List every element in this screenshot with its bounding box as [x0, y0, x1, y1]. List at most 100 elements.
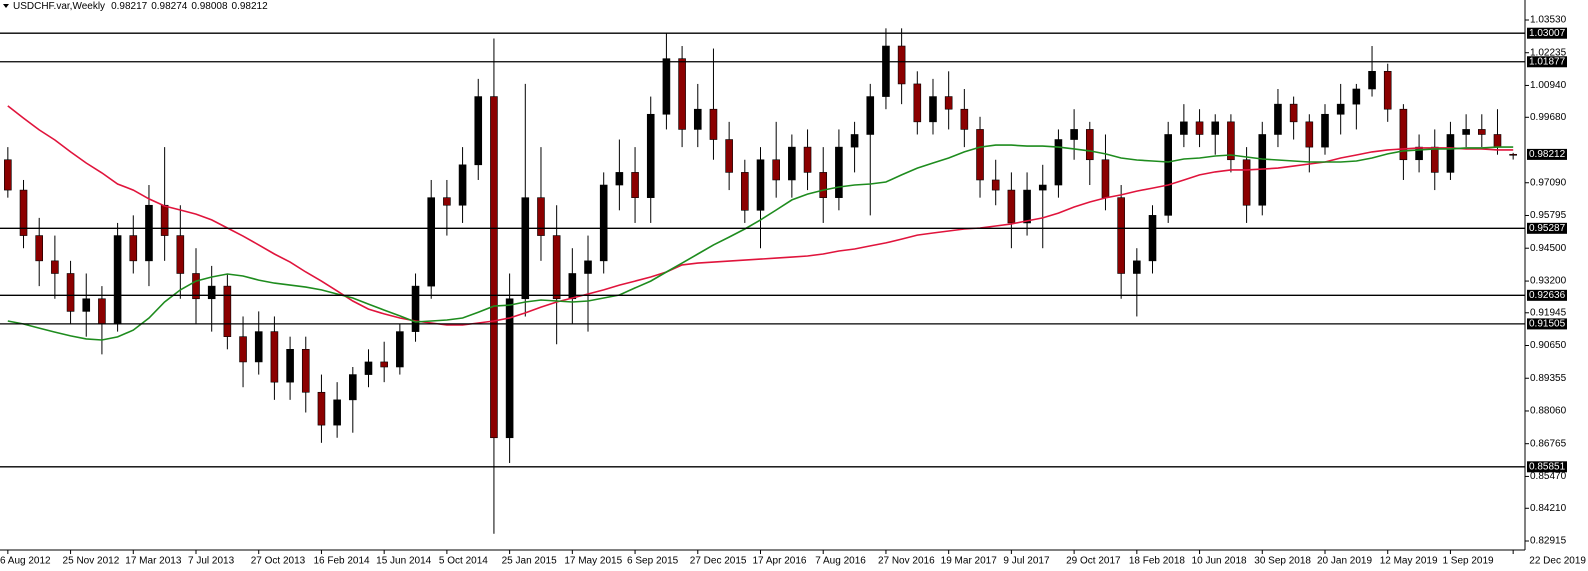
candle-body — [1195, 121, 1204, 135]
x-tick-label: 30 Sep 2018 — [1254, 556, 1311, 567]
candle-body — [1321, 113, 1329, 148]
candle-body — [411, 285, 420, 332]
candle-body — [98, 298, 106, 325]
level-label-box — [1527, 27, 1567, 39]
x-tick-label: 1 Sep 2019 — [1442, 556, 1494, 567]
candle-body — [66, 273, 75, 312]
y-tick-label: 0.94500 — [1530, 243, 1567, 254]
x-tick: 19 Mar 2017 — [941, 550, 998, 567]
candle-body — [207, 285, 216, 300]
candle-body — [1368, 70, 1376, 90]
candle-body — [82, 298, 91, 312]
candle-body — [866, 96, 875, 135]
candle-body — [1477, 129, 1486, 135]
x-tick: 6 Sep 2015 — [627, 550, 679, 567]
chart-header: USDCHF.var,Weekly 0.98217 0.98274 0.98008 0.… — [13, 1, 268, 12]
candle-body — [1085, 129, 1094, 161]
x-tick: 20 Jan 2019 — [1317, 550, 1372, 567]
x-tick-label: 17 Apr 2016 — [753, 556, 807, 567]
candle-body — [897, 45, 906, 85]
candle-body — [960, 108, 969, 130]
x-tick-label: 16 Feb 2014 — [313, 556, 370, 567]
candle-body — [129, 235, 138, 262]
x-tick-label: 15 Jun 2014 — [376, 556, 431, 567]
candle-body — [380, 361, 388, 368]
candle-body — [301, 349, 310, 393]
y-tick-label: 1.03530 — [1530, 15, 1567, 26]
x-tick-label: 7 Aug 2016 — [815, 556, 866, 567]
candle-body — [1007, 189, 1016, 224]
candle-body — [474, 96, 483, 166]
candle-body — [552, 235, 561, 300]
candle-body — [1352, 88, 1361, 105]
x-tick-label: 27 Oct 2013 — [251, 556, 306, 567]
candle-body — [396, 331, 404, 368]
x-tick: 22 Dec 2019 — [1512, 550, 1588, 569]
candle-body — [51, 260, 59, 274]
candle-body — [286, 349, 294, 383]
candle-body — [1336, 103, 1345, 115]
x-tick-label: 7 Jul 2013 — [188, 556, 235, 567]
y-tick-label: 0.93200 — [1530, 276, 1567, 287]
candle-body — [882, 45, 890, 97]
candle-body — [1509, 153, 1517, 156]
candle-body — [537, 197, 545, 236]
y-tick-label: 0.82915 — [1530, 536, 1567, 547]
candle-body — [176, 235, 185, 274]
x-tick-label: 9 Jul 2017 — [1003, 556, 1050, 567]
header-high: 0.98274 — [151, 1, 188, 12]
candle-body — [678, 58, 686, 130]
candle-body — [913, 83, 922, 123]
candle-body — [223, 285, 232, 337]
level-label-box — [1527, 222, 1567, 234]
y-tick-label: 0.99680 — [1530, 112, 1567, 123]
x-tick-label: 17 May 2015 — [564, 556, 622, 567]
candle-body — [443, 197, 451, 206]
candle-body — [317, 391, 326, 426]
y-tick-label: 0.85470 — [1530, 471, 1567, 482]
x-tick: 30 Sep 2018 — [1254, 550, 1311, 567]
last-price-label: 0.98212 — [1529, 149, 1566, 160]
level-label-box — [1527, 56, 1567, 68]
candle-body — [1070, 129, 1078, 140]
x-tick: 25 Jan 2015 — [502, 550, 557, 567]
x-tick-label: 5 Oct 2014 — [439, 556, 488, 567]
candle-body — [521, 197, 530, 300]
level-label: 0.91505 — [1529, 319, 1566, 330]
symbol: USDCHF.var,Weekly — [13, 1, 105, 12]
candle-body — [976, 129, 984, 181]
x-tick: 10 Jun 2018 — [1192, 550, 1247, 567]
candle-body — [929, 96, 937, 123]
candle-body — [584, 260, 592, 274]
candle-body — [819, 172, 828, 198]
candle-body — [333, 399, 341, 426]
x-tick-label: 6 Aug 2012 — [0, 556, 51, 567]
plot-area — [0, 28, 1525, 534]
x-tick: 27 Nov 2016 — [878, 550, 935, 567]
y-tick-label: 0.86765 — [1530, 438, 1567, 449]
candle-body — [646, 113, 655, 198]
candle-body — [788, 146, 796, 181]
candle-body — [709, 108, 718, 140]
x-tick-label: 19 Mar 2017 — [941, 556, 998, 567]
x-tick: 7 Aug 2016 — [815, 550, 866, 567]
x-tick: 12 May 2019 — [1380, 550, 1438, 567]
candle-body — [1430, 146, 1439, 173]
x-tick: 7 Jul 2013 — [188, 550, 235, 567]
level-label: 0.95287 — [1529, 223, 1566, 234]
candle-body — [662, 58, 671, 115]
x-tick-label: 6 Sep 2015 — [627, 556, 679, 567]
candle-body — [1399, 108, 1408, 161]
candle-body — [1305, 121, 1314, 148]
candle-body — [145, 204, 153, 262]
level-label: 1.03007 — [1529, 28, 1566, 39]
y-tick-label: 0.84210 — [1530, 503, 1567, 514]
candle-body — [1148, 215, 1157, 262]
candle-body — [741, 172, 749, 211]
x-tick-label: 29 Oct 2017 — [1066, 556, 1121, 567]
level-label-box — [1527, 289, 1567, 301]
candle-body — [1383, 70, 1392, 110]
x-tick-label: 20 Jan 2019 — [1317, 556, 1372, 567]
